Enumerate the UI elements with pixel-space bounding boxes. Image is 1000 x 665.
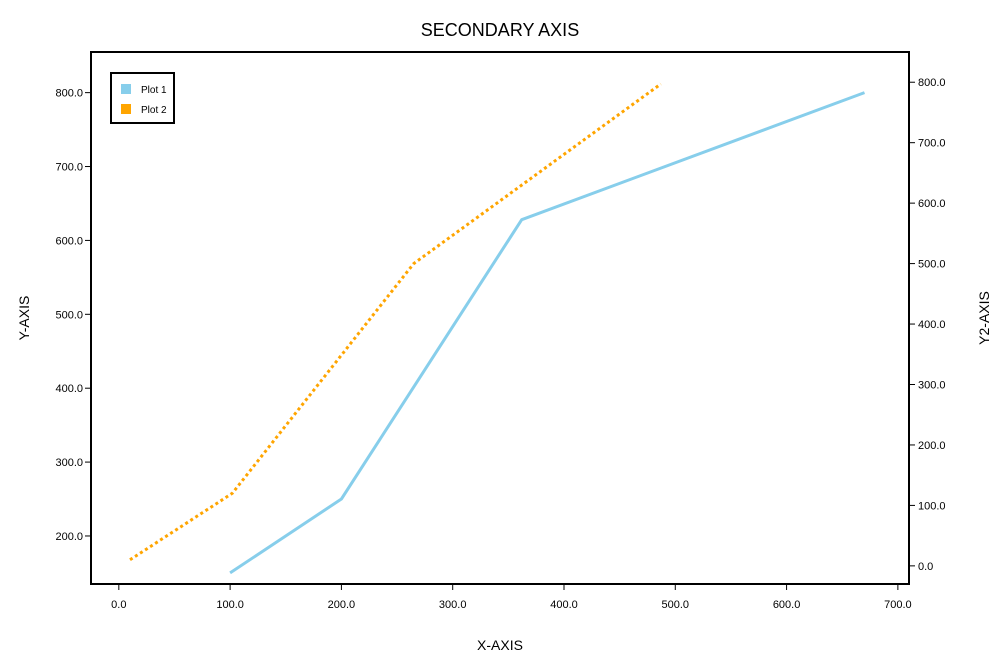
x-tick-label: 0.0 [111,599,126,611]
chart-title: SECONDARY AXIS [421,20,579,40]
y2-tick-label: 100.0 [918,500,946,512]
x-tick-label: 600.0 [773,599,801,611]
y-tick-label: 700.0 [55,162,83,174]
y2-tick-label: 600.0 [918,198,946,210]
x-tick-label: 200.0 [328,599,356,611]
series-line-2 [129,82,662,562]
y-tick-label: 600.0 [55,235,83,247]
y2-tick-label: 0.0 [918,561,933,573]
x-tick-label: 700.0 [884,599,912,611]
series-line-1 [229,91,866,575]
x-tick-label: 500.0 [662,599,690,611]
y-tick-label: 500.0 [55,309,83,321]
y-tick-label: 200.0 [55,531,83,543]
x-tick-label: 100.0 [216,599,244,611]
series-layer [129,82,866,575]
legend-swatch-2 [121,104,131,114]
y2-tick-label: 300.0 [918,380,946,392]
y2-tick-label: 800.0 [918,77,946,89]
y2-tick-label: 400.0 [918,319,946,331]
y-axis-title: Y-AXIS [16,296,32,341]
legend: Plot 1 Plot 2 [110,72,175,124]
x-tick-label: 400.0 [550,599,578,611]
axis-layer: 0.0 100.0 200.0 300.0 400.0 500.0 600.0 700.0 20… [55,51,946,611]
y-tick-label: 800.0 [55,88,83,100]
y2-tick-label: 500.0 [918,259,946,271]
y2-tick-label: 200.0 [918,440,946,452]
legend-box [110,72,175,124]
legend-swatch-1 [121,84,131,94]
y2-axis-title: Y2-AXIS [976,291,992,345]
legend-label-1: Plot 1 [141,85,167,96]
x-tick-label: 300.0 [439,599,467,611]
y-tick-label: 300.0 [55,457,83,469]
y2-tick-label: 700.0 [918,138,946,150]
plot-frame [90,51,910,585]
y-tick-label: 400.0 [55,383,83,395]
x-axis-title: X-AXIS [477,637,523,653]
legend-label-2: Plot 2 [141,105,167,116]
